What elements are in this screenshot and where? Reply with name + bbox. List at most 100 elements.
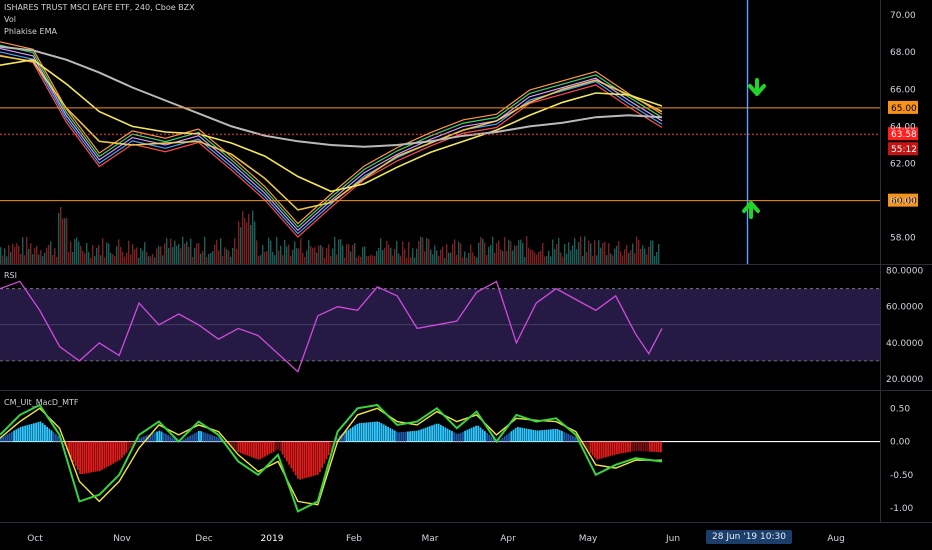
volume-bar xyxy=(374,255,376,264)
macd-histogram-bar xyxy=(488,434,491,442)
macd-histogram-bar xyxy=(462,431,464,442)
volume-bar xyxy=(380,238,382,264)
volume-bar xyxy=(606,255,608,264)
volume-bar xyxy=(628,252,630,264)
crosshair-time-badge: 28 Jun '19 10:30 xyxy=(706,530,792,544)
volume-bar xyxy=(552,239,554,264)
macd-histogram-bar xyxy=(140,437,143,442)
macd-histogram-bar xyxy=(233,441,235,449)
ema-line xyxy=(0,55,663,211)
macd-histogram-bar xyxy=(589,441,592,453)
macd-histogram-bar xyxy=(543,429,546,442)
volume-bar xyxy=(352,244,354,264)
volume-bar xyxy=(186,241,188,264)
macd-histogram-bar xyxy=(459,432,462,442)
macd-histogram-bar xyxy=(369,422,372,442)
macd-histogram-bar xyxy=(48,428,51,442)
rsi-tick-label: 60.0000 xyxy=(886,303,923,313)
annotations[interactable] xyxy=(742,0,766,264)
macd-histogram-bar xyxy=(248,441,251,457)
macd-histogram-bar xyxy=(224,441,227,443)
volume-bar xyxy=(560,252,562,264)
volume-bar xyxy=(238,221,240,264)
volume-bar xyxy=(28,248,30,264)
macd-histogram-bar xyxy=(28,424,31,442)
volume-bar xyxy=(144,242,146,264)
volume-bar xyxy=(350,251,352,264)
volume-bar xyxy=(210,252,212,264)
down-arrow-icon[interactable] xyxy=(748,78,766,96)
macd-histogram-bar xyxy=(457,433,460,442)
macd-histogram-bar xyxy=(239,441,242,454)
volume-bar xyxy=(462,257,464,264)
volume-bar xyxy=(92,245,94,264)
macd-histogram-bar xyxy=(305,441,308,478)
time-tick-label: May xyxy=(579,534,598,544)
horizontal-levels[interactable]: 65.00 60.00 63.58 55:12 xyxy=(0,100,918,207)
volume-bar xyxy=(128,240,130,264)
volume-bar xyxy=(118,239,120,264)
macd-line xyxy=(0,403,663,513)
volume-bar xyxy=(244,218,246,264)
macd-histogram-bar xyxy=(206,433,209,442)
volume-bar xyxy=(52,255,54,264)
volume-bar xyxy=(476,257,478,264)
volume-bar xyxy=(60,206,62,264)
macd-histogram-bar xyxy=(242,441,244,454)
macd-histogram-bar xyxy=(118,441,121,461)
time-tick-label: Mar xyxy=(422,534,439,544)
volume-bar xyxy=(508,239,510,264)
macd-histogram-bar xyxy=(202,431,205,442)
volume-bar xyxy=(266,250,268,264)
macd-histogram-bar xyxy=(26,425,29,442)
volume-bar xyxy=(362,247,364,264)
macd-histogram-bar xyxy=(160,431,163,442)
macd-histogram-bar xyxy=(545,429,548,442)
up-arrow-icon[interactable] xyxy=(742,201,760,219)
volume-bar xyxy=(82,250,84,264)
volume-bar xyxy=(140,248,142,264)
ema-line xyxy=(0,45,663,148)
volume-bar xyxy=(262,245,264,264)
volume-bar xyxy=(624,249,626,264)
rsi-line xyxy=(0,280,663,373)
macd-histogram-bar xyxy=(655,441,658,453)
price-axis[interactable]: 70.00 68.00 66.00 64.00 62.00 60.00 58.00 80.00… xyxy=(886,11,923,514)
volume-bar xyxy=(288,244,290,264)
volume-indicator-label[interactable]: Vol xyxy=(4,15,16,24)
macd-histogram-bar xyxy=(433,424,436,442)
volume-bar xyxy=(658,243,660,264)
macd-histogram-bar xyxy=(378,422,381,442)
volume-bars xyxy=(0,206,660,264)
volume-bar xyxy=(54,248,56,264)
volume-bar xyxy=(338,239,340,264)
macd-histogram-bar xyxy=(484,431,486,442)
macd-histogram-bar xyxy=(510,431,513,442)
ema-indicator-label[interactable]: Phlakise EMA xyxy=(4,27,57,36)
macd-histogram-bar xyxy=(209,434,211,442)
volume-bar xyxy=(252,210,254,264)
macd-histogram-bar xyxy=(490,436,493,442)
macd-histogram-bar xyxy=(611,441,614,456)
macd-histogram-bar xyxy=(600,441,603,459)
macd-histogram-bar xyxy=(2,436,4,442)
macd-histogram-bar xyxy=(565,433,568,442)
volume-bar xyxy=(616,245,618,264)
macd-histogram-bar xyxy=(85,441,88,474)
macd-histogram-bar xyxy=(501,437,504,442)
macd-histogram-bar xyxy=(596,441,598,460)
volume-bar xyxy=(426,238,428,264)
volume-bar xyxy=(526,236,528,264)
symbol-title[interactable]: ISHARES TRUST MSCI EAFE ETF, 240, Cboe B… xyxy=(4,3,195,12)
volume-bar xyxy=(610,253,612,264)
macd-indicator-label[interactable]: CM_Ult_MacD_MTF xyxy=(4,398,79,407)
macd-histogram-bar xyxy=(8,433,11,442)
macd-histogram-bar xyxy=(17,428,20,442)
volume-bar xyxy=(556,244,558,264)
macd-histogram-bar xyxy=(127,441,130,451)
rsi-indicator-label[interactable]: RSI xyxy=(4,271,17,280)
volume-bar xyxy=(156,248,158,264)
countdown-badge xyxy=(888,142,918,156)
macd-histogram-bar xyxy=(96,441,99,472)
